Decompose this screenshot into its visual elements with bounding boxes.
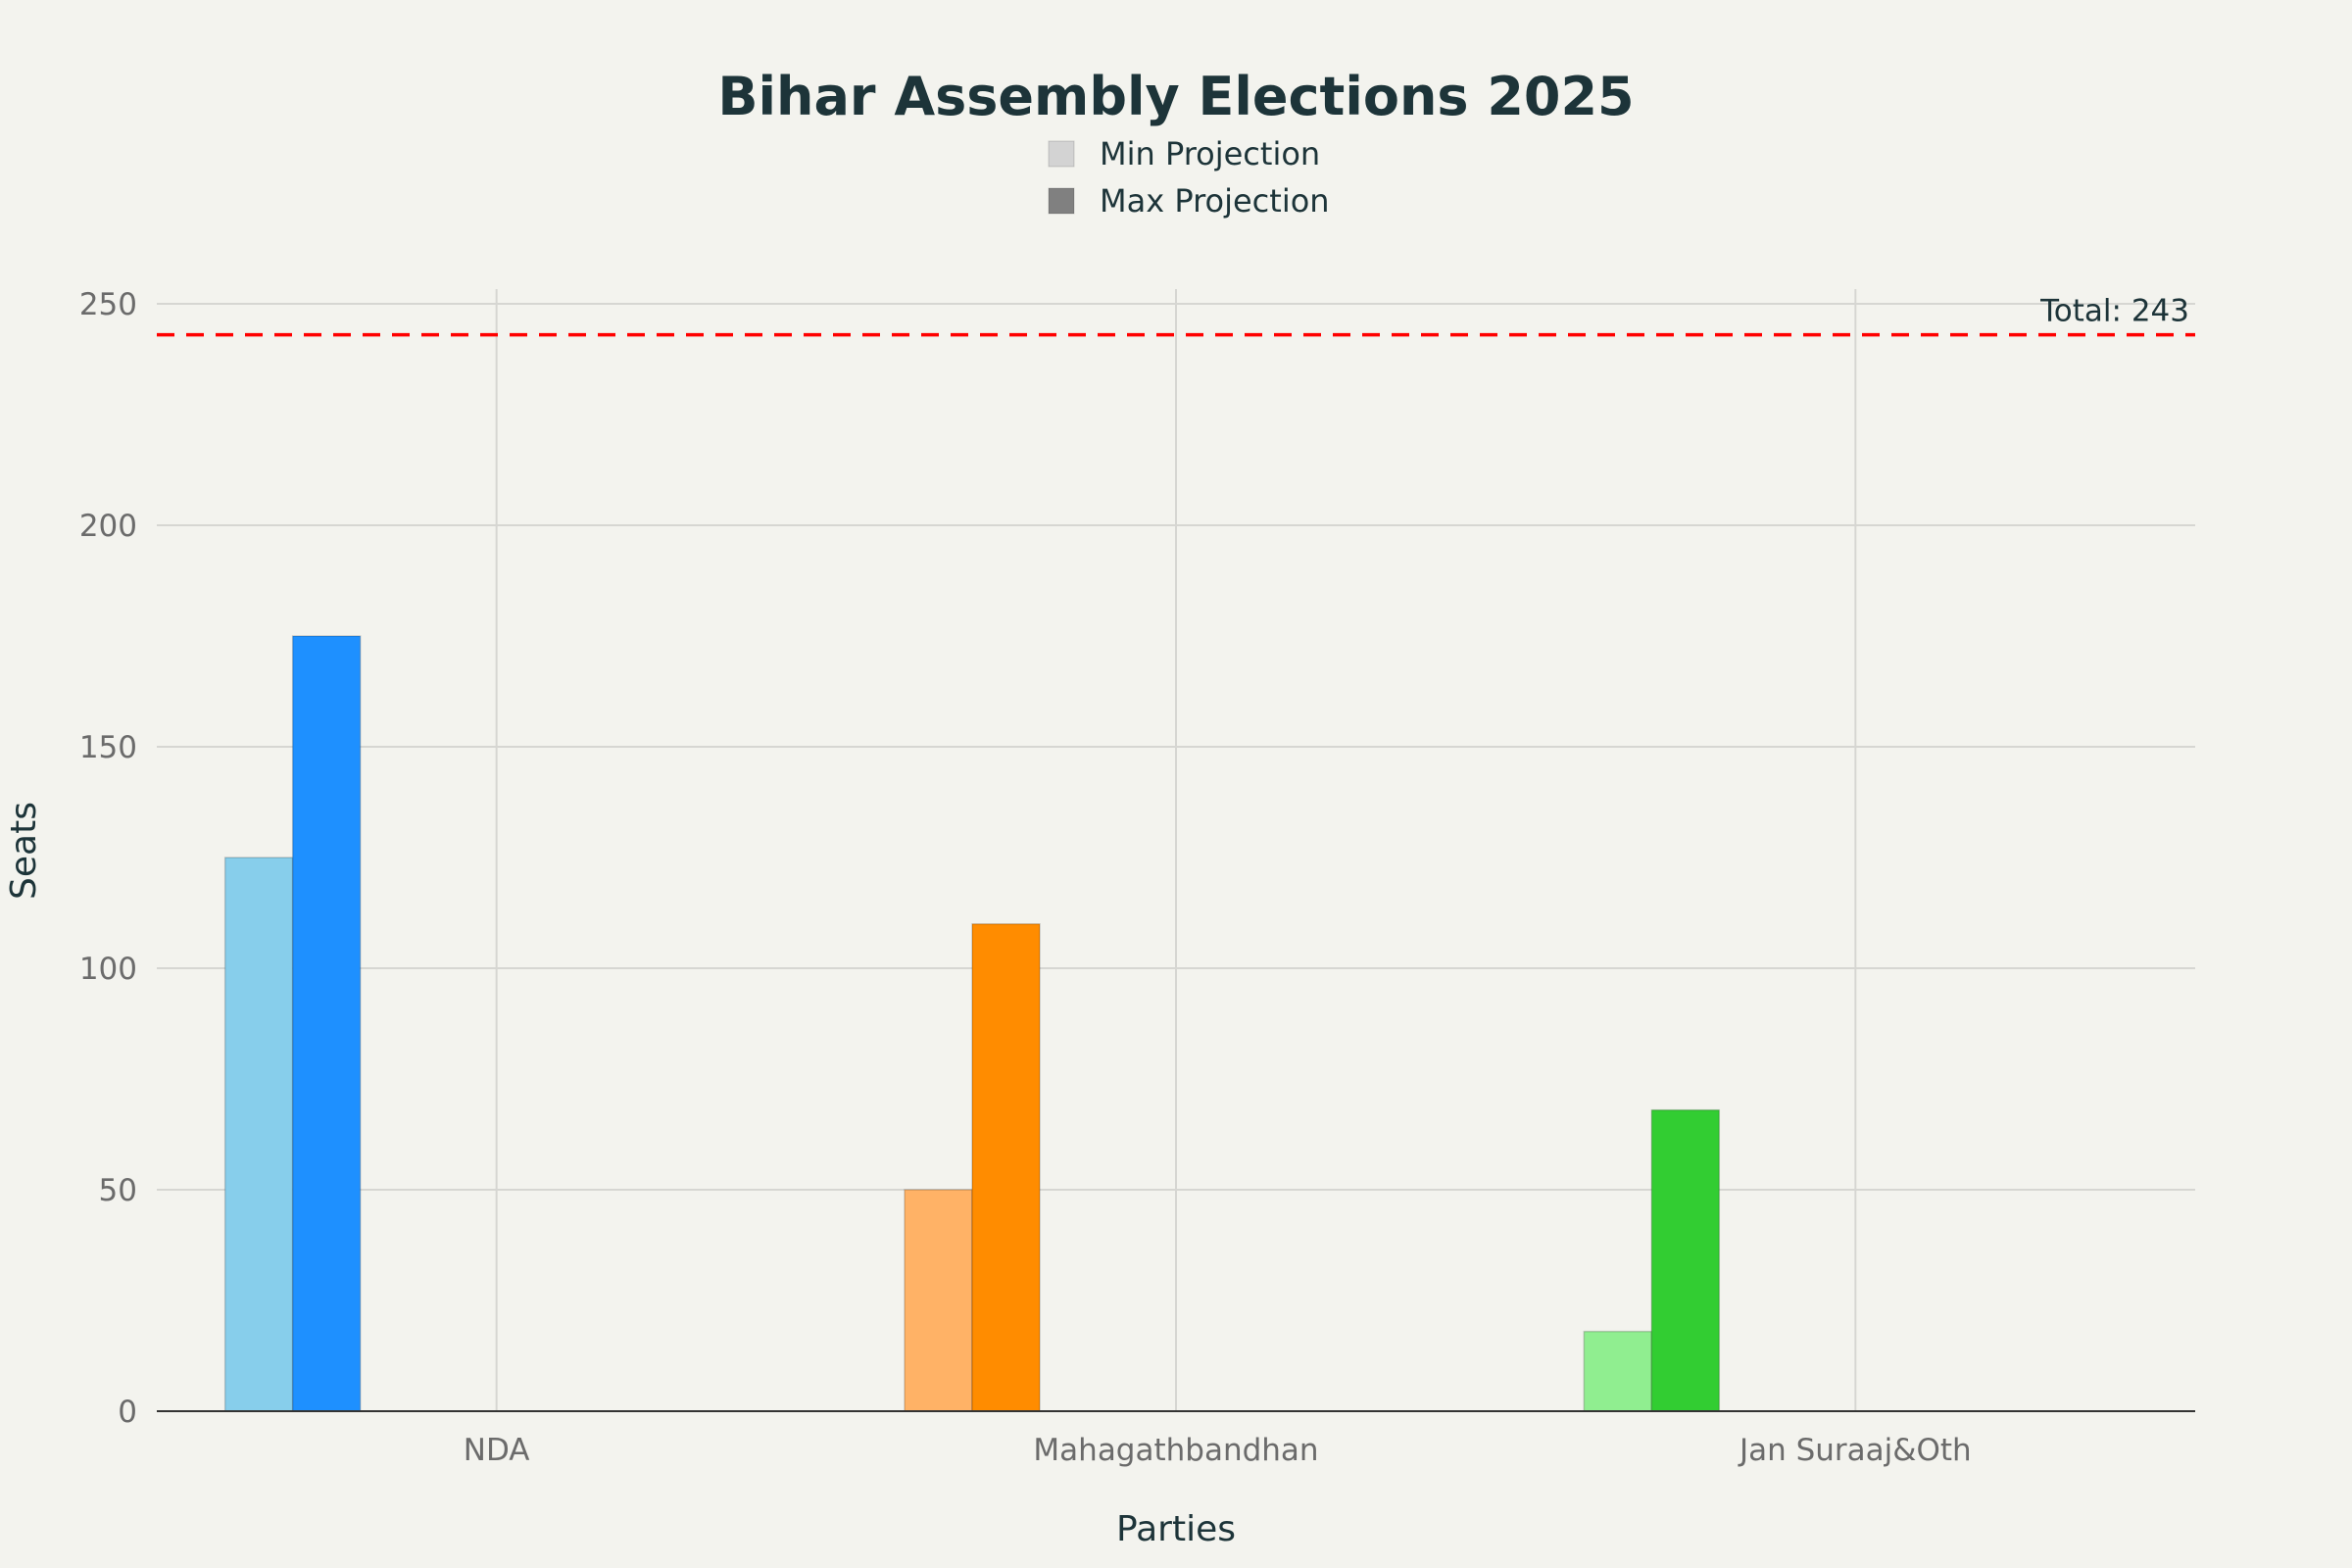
y-axis-ticks: 0 50 100 150 200 250	[79, 287, 137, 1430]
x-axis-title: Parties	[1116, 1509, 1236, 1549]
x-tick-label: Jan Suraaj&Oth	[1738, 1433, 1972, 1468]
chart-title: Bihar Assembly Elections 2025	[717, 66, 1634, 127]
legend: Min Projection Max Projection	[1048, 135, 1330, 220]
y-tick-label: 0	[118, 1395, 137, 1430]
y-axis-title: Seats	[4, 802, 44, 900]
y-tick-label: 50	[99, 1173, 137, 1208]
legend-swatch-1	[1048, 187, 1075, 215]
y-tick-label: 150	[79, 730, 137, 765]
y-tick-label: 250	[79, 287, 137, 322]
bar-max-2	[1650, 1108, 1721, 1412]
bar-max-0	[291, 635, 362, 1412]
legend-swatch-0	[1048, 140, 1075, 168]
x-tick-label: Mahagathbandhan	[1033, 1433, 1318, 1468]
x-tick-label: NDA	[464, 1433, 530, 1468]
reference-line-label: Total: 243	[2039, 294, 2189, 329]
grid	[157, 289, 2195, 1411]
bar-min-0	[223, 857, 294, 1412]
bar-max-1	[971, 923, 1041, 1412]
bar-min-1	[904, 1189, 973, 1412]
x-axis-ticks: NDA Mahagathbandhan Jan Suraaj&Oth	[464, 1433, 1972, 1468]
legend-label-0: Min Projection	[1100, 135, 1320, 172]
bars	[223, 635, 1721, 1412]
y-tick-label: 100	[79, 952, 137, 987]
y-tick-label: 200	[79, 509, 137, 544]
bar-min-2	[1583, 1330, 1653, 1412]
reference-line-group: Total: 243	[157, 294, 2195, 337]
legend-label-1: Max Projection	[1100, 182, 1330, 220]
